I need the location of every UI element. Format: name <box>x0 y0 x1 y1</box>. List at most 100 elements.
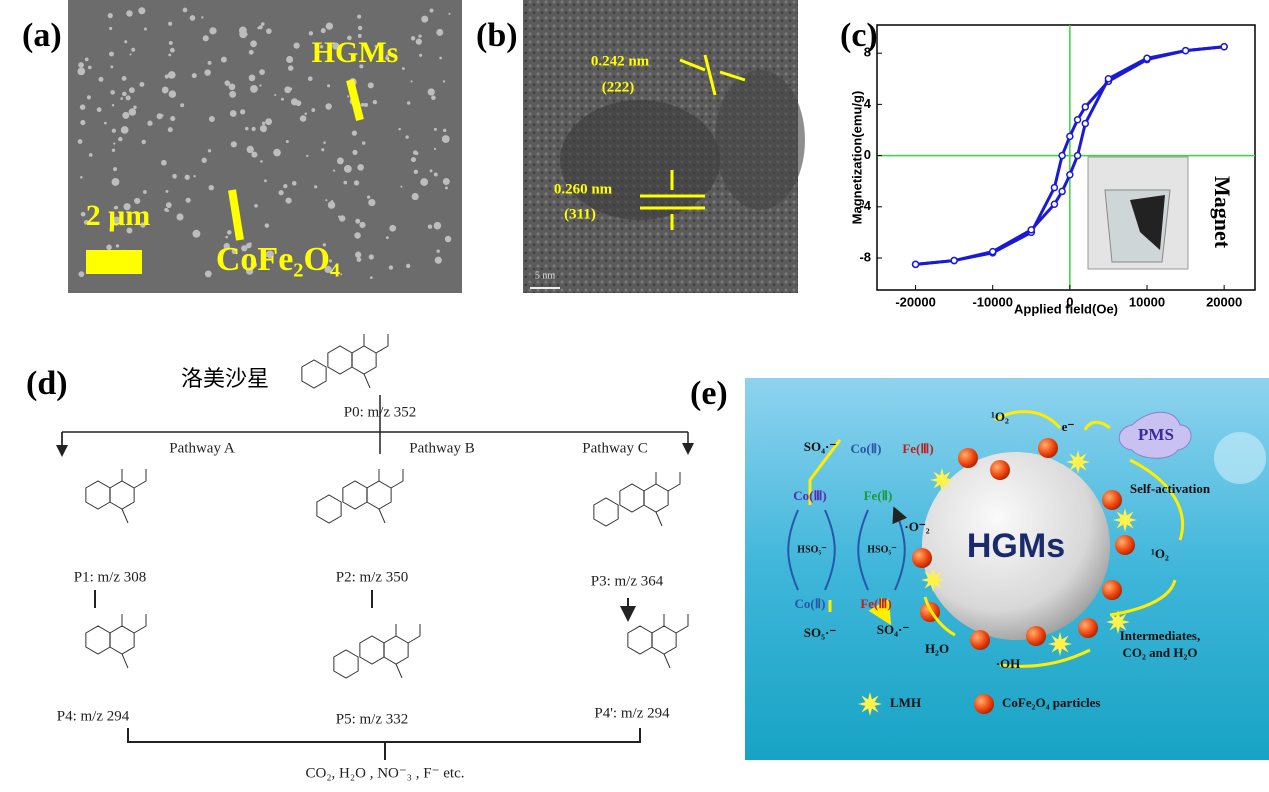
speck <box>405 135 409 139</box>
speck <box>429 8 434 13</box>
speck <box>224 80 231 86</box>
speck <box>167 127 173 133</box>
product: Intermediates, <box>1120 628 1201 643</box>
speck <box>201 16 204 19</box>
annotation: 0.260 nm <box>554 181 613 197</box>
speck <box>261 251 268 258</box>
species: ¹O₂ <box>991 409 1009 424</box>
speck <box>307 76 313 82</box>
speck <box>184 174 190 180</box>
speck <box>251 126 256 132</box>
cofe2o4-particle <box>958 448 978 468</box>
arrow <box>61 395 688 454</box>
speck <box>189 15 196 21</box>
speck <box>264 179 267 183</box>
annotation: 0.242 nm <box>591 53 650 69</box>
speck <box>285 197 292 204</box>
speck <box>273 148 281 157</box>
annotation: (222) <box>602 79 635 95</box>
speck <box>266 28 272 34</box>
cofe2o4-particle <box>990 460 1010 480</box>
speck <box>185 197 191 203</box>
speck <box>410 157 417 163</box>
speck <box>87 65 92 70</box>
ring <box>301 345 377 389</box>
data-point <box>950 256 958 265</box>
speck <box>143 27 147 31</box>
particle <box>560 100 720 220</box>
speck <box>319 45 324 49</box>
data-point <box>1058 187 1066 196</box>
cofe2o4-particle <box>1038 438 1058 458</box>
speck <box>250 85 258 93</box>
product-label: P4': m/z 294 <box>594 705 670 721</box>
cofe2o4-particle <box>1102 580 1122 600</box>
speck <box>343 164 352 173</box>
speck <box>88 153 93 157</box>
ring <box>85 480 135 510</box>
speck <box>191 72 197 79</box>
cofe2o4-particle <box>1026 626 1046 646</box>
speck <box>410 36 416 41</box>
speck <box>308 31 314 36</box>
speck <box>208 184 214 191</box>
ring <box>627 625 677 655</box>
speck <box>413 169 419 174</box>
speck <box>445 186 448 190</box>
speck <box>433 147 437 151</box>
speck <box>220 56 227 63</box>
speck <box>410 80 413 83</box>
data-point <box>1073 115 1082 124</box>
speck <box>427 88 435 96</box>
drug-name: 洛美沙星 <box>181 367 269 392</box>
data-point <box>911 260 920 269</box>
speck <box>325 22 333 30</box>
speck <box>419 53 423 57</box>
speck <box>249 242 252 246</box>
speck <box>227 230 232 235</box>
species: ¹O₂ <box>1151 546 1169 561</box>
species: Fe(Ⅱ) <box>864 488 893 503</box>
legend-text: LMH <box>890 695 921 710</box>
speck <box>414 151 419 156</box>
speck <box>139 81 145 87</box>
pathway: Pathway B <box>409 440 474 456</box>
lmh-particle <box>858 692 882 716</box>
speck <box>78 62 84 68</box>
y-axis-label: Magnetization(emu/g) <box>849 91 864 225</box>
speck <box>406 101 411 105</box>
cofe2o4-particle <box>974 694 994 714</box>
x-tick-label: 20000 <box>1206 294 1242 309</box>
arrow <box>679 54 746 96</box>
speck <box>124 40 128 44</box>
speck <box>125 95 131 101</box>
speck <box>427 224 433 229</box>
speck <box>264 223 270 228</box>
speck <box>338 215 346 222</box>
speck <box>230 141 237 148</box>
speck <box>128 108 137 116</box>
speck <box>289 87 293 91</box>
speck <box>372 99 378 105</box>
speck <box>340 273 343 276</box>
speck <box>202 35 209 42</box>
y-tick-label: 0 <box>864 147 871 162</box>
bond <box>363 334 389 389</box>
speck <box>336 157 344 165</box>
speck <box>86 95 91 100</box>
speck <box>353 180 360 186</box>
speck <box>370 276 373 279</box>
speck <box>240 109 246 115</box>
speck <box>115 244 120 248</box>
speck <box>322 243 327 247</box>
speck <box>328 53 333 58</box>
species: SO₅·⁻ <box>804 625 837 640</box>
speck <box>254 203 258 208</box>
arrow <box>640 170 705 230</box>
speck <box>355 251 362 258</box>
data-point <box>1050 200 1059 208</box>
speck <box>111 178 120 186</box>
speck <box>229 90 237 98</box>
bubble <box>1214 432 1266 484</box>
